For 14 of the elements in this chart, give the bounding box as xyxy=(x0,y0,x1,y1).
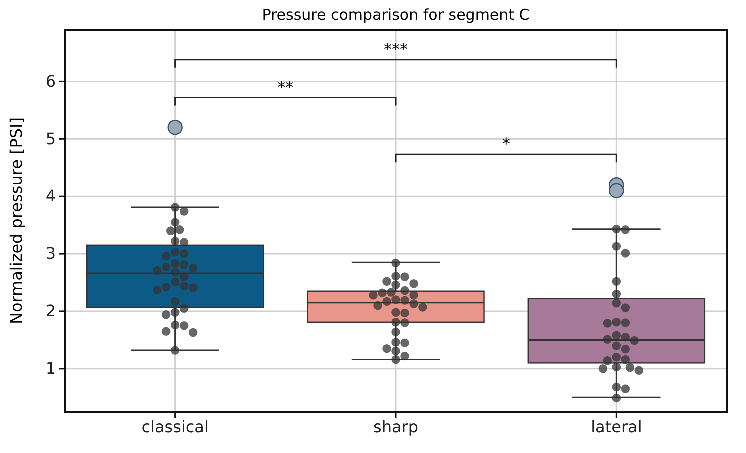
annotation: * xyxy=(502,134,510,154)
annotation: ** xyxy=(278,78,294,97)
y-tick-label: 1 xyxy=(46,359,56,378)
chart-title: Pressure comparison for segment C xyxy=(262,6,530,24)
y-tick-label: 4 xyxy=(46,186,56,206)
y-tick-label: 3 xyxy=(46,244,56,264)
x-tick-label: lateral xyxy=(591,417,642,436)
x-tick-label: classical xyxy=(142,417,209,436)
y-tick-label: 6 xyxy=(46,72,56,91)
annotation: *** xyxy=(384,40,408,59)
y-axis-title: Normalized pressure [PSI] xyxy=(7,117,26,325)
x-tick-label: sharp xyxy=(373,417,419,436)
y-tick-label: 5 xyxy=(46,129,56,148)
y-tick-label: 2 xyxy=(46,302,56,321)
